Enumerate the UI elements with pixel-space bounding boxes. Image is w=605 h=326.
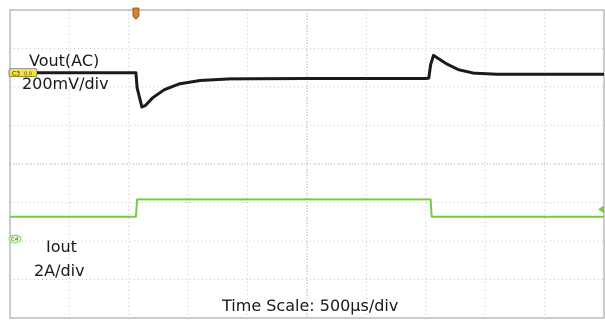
vout-scale-label: 200mV/div bbox=[22, 74, 109, 93]
trigger-position-marker bbox=[132, 7, 140, 20]
graticule-frame bbox=[9, 9, 605, 319]
c3-marker-text: C3 bbox=[12, 70, 20, 77]
c4-marker-badge bbox=[8, 234, 22, 244]
time-scale-label: Time Scale: 500µs/div bbox=[222, 296, 399, 315]
iout-trace bbox=[10, 198, 604, 218]
vout-title-label: Vout(AC) bbox=[29, 51, 100, 70]
c3-marker-badge bbox=[8, 68, 38, 78]
iout-title-label: Iout bbox=[46, 237, 77, 256]
c4-marker-text: C4 bbox=[11, 237, 19, 243]
iout-scale-label: 2A/div bbox=[34, 261, 85, 280]
grid bbox=[9, 9, 605, 319]
c3-level-text: 0.0 bbox=[24, 71, 32, 77]
vout-trace bbox=[10, 53, 604, 109]
traces bbox=[10, 53, 604, 218]
iout-level-marker bbox=[598, 205, 604, 214]
markers: C3 0.0 C4 bbox=[8, 7, 604, 244]
